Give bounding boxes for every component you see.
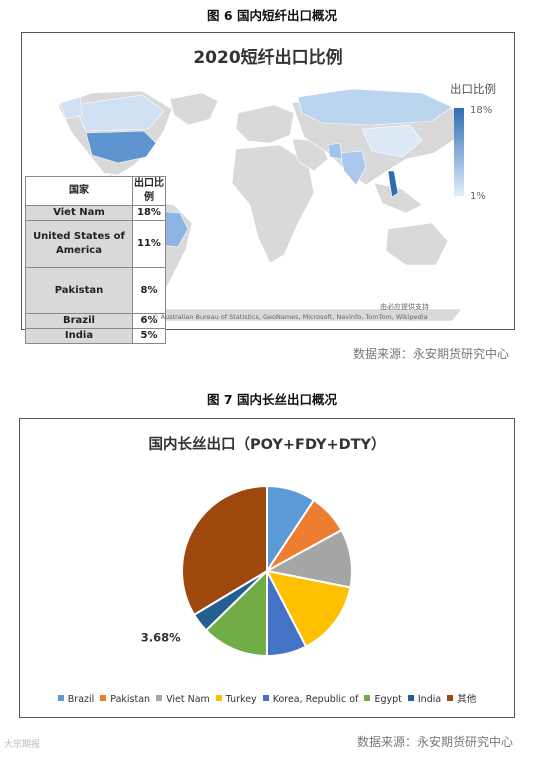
figure-7-caption: 图 7 国内长丝出口概况 (207, 392, 337, 407)
legend-item-pakistan: Pakistan (100, 694, 150, 705)
table-header-share: 出口比例 (131, 176, 167, 206)
table-row: Pakistan 8% (25, 267, 167, 314)
table-row: United States of America 11% (25, 220, 167, 268)
legend-label: Korea, Republic of (272, 694, 359, 705)
export-share-table: 国家 出口比例 Viet Nam 18% United States of Am… (25, 176, 167, 344)
legend-swatch (215, 695, 222, 701)
map-chart-title: 2020短纤出口比例 (193, 48, 343, 68)
legend-min-label: 1% (470, 191, 486, 202)
figure-6-source: 数据来源：永安期货研究中心 (352, 347, 509, 361)
vietnam-shaded (387, 170, 399, 198)
table-cell-country: Viet Nam (25, 205, 133, 221)
table-header-row: 国家 出口比例 (25, 176, 167, 206)
data-label-india: 3.68% (141, 631, 181, 645)
legend-label: Egypt (374, 694, 402, 705)
legend-swatch (262, 695, 269, 701)
alaska-shaded (59, 96, 83, 120)
russia-shaded (297, 88, 453, 126)
legend-item-other: 其他 (447, 691, 476, 705)
table-cell-value: 18% (131, 205, 167, 221)
legend-swatch (447, 695, 454, 701)
legend-item-korea-republic-of: Korea, Republic of (262, 694, 359, 705)
table-cell-country: India (25, 328, 133, 344)
legend-label: India (417, 694, 442, 705)
legend-label: Pakistan (110, 694, 151, 705)
table-row: India 5% (25, 328, 167, 344)
table-row: Viet Nam 18% (25, 205, 167, 221)
legend-label: Brazil (67, 694, 95, 705)
legend-swatch (156, 695, 163, 701)
canada-shaded (73, 94, 165, 132)
greenland-shape (169, 92, 219, 126)
map-provider-label: 由必应提供支持 (380, 303, 429, 311)
table-cell-country: Brazil (25, 313, 133, 329)
usa-shaded (85, 130, 157, 164)
australia-shape (385, 222, 449, 266)
table-cell-value: 11% (131, 220, 167, 268)
legend-title: 出口比例 (450, 82, 496, 96)
legend-swatch (100, 695, 107, 701)
southeast-asia-shape (373, 182, 423, 214)
legend-item-egypt: Egypt (364, 694, 402, 705)
legend-gradient-bar (454, 108, 464, 196)
pie-chart: 3.68% (141, 484, 353, 658)
pie-slice-other (181, 484, 268, 617)
legend-label: Turkey (225, 694, 257, 705)
pakistan-shaded (327, 142, 343, 160)
table-cell-country: United States of America (25, 220, 133, 268)
legend-swatch (407, 695, 414, 701)
pie-slice-egypt (204, 568, 269, 658)
figure-7-source: 数据来源：永安期货研究中心 (356, 735, 513, 749)
legend-item-viet-nam: Viet Nam (156, 694, 210, 705)
table-cell-value: 5% (131, 328, 167, 344)
watermark: 大宗期报 (4, 740, 41, 750)
world-map (57, 88, 464, 322)
table-cell-country: Pakistan (25, 267, 133, 314)
table-header-country: 国家 (25, 176, 133, 206)
legend-item-india: India (407, 694, 442, 705)
china-shaded (361, 124, 423, 158)
legend-max-label: 18% (470, 105, 493, 116)
legend-swatch (364, 695, 371, 701)
pie-slice-turkey (265, 569, 352, 648)
figure-6-caption: 图 6 国内短纤出口概况 (207, 8, 337, 23)
table-cell-value: 8% (131, 267, 167, 314)
legend-label: 其他 (457, 694, 477, 705)
legend-item-brazil: Brazil (57, 694, 95, 705)
legend-item-turkey: Turkey (215, 694, 257, 705)
pie-chart-title: 国内长丝出口（POY+FDY+DTY） (148, 437, 386, 453)
pie-chart-panel: 国内长丝出口（POY+FDY+DTY） 3.68% Brazil Pakistan… (19, 418, 515, 718)
map-credit-label: © Australian Bureau of Statistics, GeoNa… (152, 313, 428, 321)
india-shaded (339, 150, 367, 186)
europe-shape (235, 104, 295, 144)
legend-label: Viet Nam (166, 694, 210, 705)
table-row: Brazil 6% (25, 313, 167, 329)
pie-legend: Brazil Pakistan Viet Nam Turkey Korea, Repub… (20, 691, 514, 705)
legend-swatch (57, 695, 64, 701)
map-chart-panel: 2020短纤出口比例 (21, 32, 515, 344)
